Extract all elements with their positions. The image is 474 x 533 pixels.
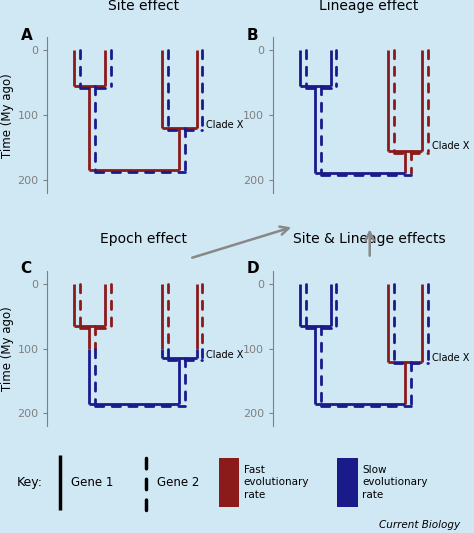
Bar <box>219 458 239 506</box>
Text: Slow
evolutionary
rate: Slow evolutionary rate <box>362 465 428 500</box>
Title: Epoch effect: Epoch effect <box>100 232 187 246</box>
Text: Clade X: Clade X <box>432 141 469 151</box>
Y-axis label: Time (My ago): Time (My ago) <box>1 306 15 391</box>
Text: D: D <box>246 261 259 277</box>
Title: Site & Lineage effects: Site & Lineage effects <box>292 232 445 246</box>
Text: Clade X: Clade X <box>206 350 244 360</box>
Text: C: C <box>20 261 32 277</box>
Text: Gene 2: Gene 2 <box>157 476 200 489</box>
Y-axis label: Time (My ago): Time (My ago) <box>1 72 15 158</box>
Text: B: B <box>246 28 258 43</box>
Title: Lineage effect: Lineage effect <box>319 0 419 13</box>
Bar <box>337 458 357 506</box>
Text: Clade X: Clade X <box>432 353 469 364</box>
Title: Site effect: Site effect <box>108 0 179 13</box>
Text: Clade X: Clade X <box>206 120 244 130</box>
Text: Key:: Key: <box>16 476 42 489</box>
Text: Fast
evolutionary
rate: Fast evolutionary rate <box>244 465 310 500</box>
Text: Gene 1: Gene 1 <box>71 476 113 489</box>
Text: Current Biology: Current Biology <box>379 520 460 530</box>
Text: A: A <box>20 28 32 43</box>
